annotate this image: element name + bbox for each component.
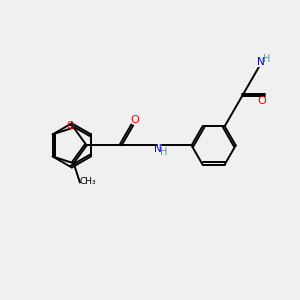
Text: O: O bbox=[130, 116, 139, 125]
Text: H: H bbox=[160, 147, 168, 157]
Text: N: N bbox=[257, 57, 264, 67]
Text: CH₃: CH₃ bbox=[80, 177, 96, 186]
Text: O: O bbox=[66, 121, 74, 131]
Text: N: N bbox=[154, 144, 161, 154]
Text: H: H bbox=[263, 54, 271, 64]
Text: O: O bbox=[257, 96, 266, 106]
